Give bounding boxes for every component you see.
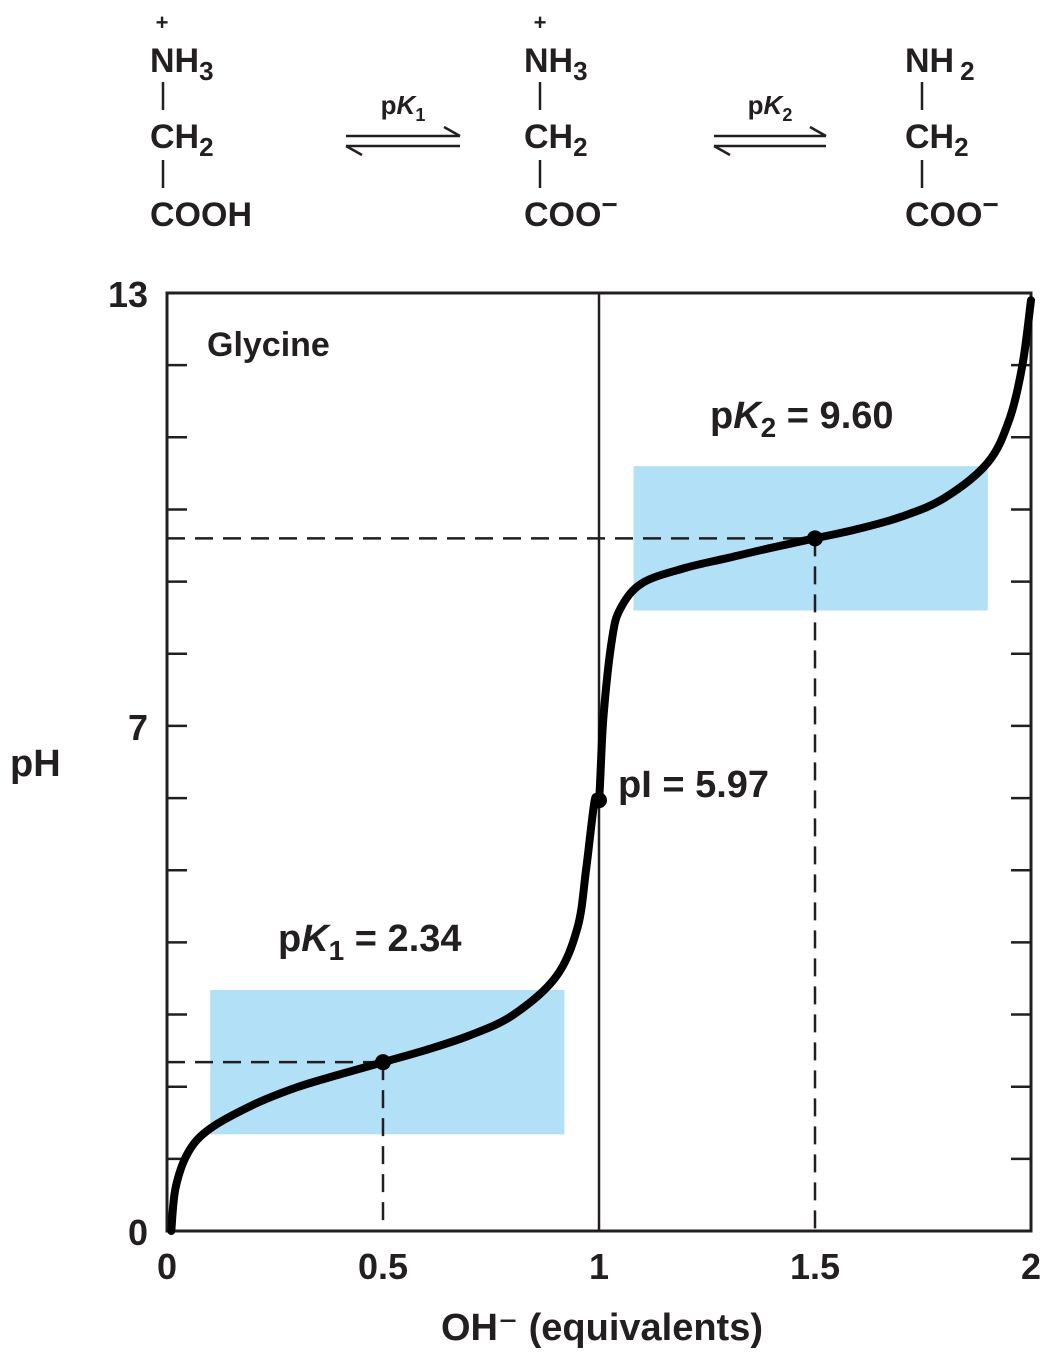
species-2: + NH3 CH2 COO− — [524, 10, 618, 234]
reverse-arrowhead-1 — [345, 144, 363, 157]
species-1-carboxyl: COOH — [150, 196, 252, 234]
x-tick-label: 2 — [1021, 1246, 1041, 1287]
species-2-methylene: CH2 — [524, 118, 588, 162]
pk2-annotation: pK2 = 9.60 — [710, 395, 894, 443]
equilibrium-arrow-2: pK2 — [713, 90, 827, 157]
y-tick-label: 13 — [108, 274, 148, 315]
reverse-arrowhead-2 — [713, 144, 731, 157]
species-3: NH 2 CH2 COO− — [905, 42, 999, 234]
key-points — [375, 530, 823, 1071]
species-2-carboxylate: COO− — [524, 189, 618, 234]
key-point-2 — [591, 792, 607, 809]
y-tick-labels: 0 7 13 — [108, 274, 148, 1253]
species-1-amine: NH3 — [150, 42, 214, 86]
key-point-1 — [375, 1054, 391, 1071]
species-1-charge: + — [156, 10, 169, 35]
x-tick-label: 0 — [157, 1246, 177, 1287]
species-1: + NH3 CH2 COOH — [150, 10, 252, 234]
chart-title: Glycine — [207, 326, 330, 364]
y-axis-label: pH — [10, 743, 61, 785]
y-tick-label: 7 — [128, 707, 148, 748]
x-tick-label: 1 — [589, 1246, 609, 1287]
species-3-methylene: CH2 — [905, 118, 969, 162]
x-axis-label: OH⁻ (equivalents) — [441, 1307, 763, 1349]
equilibrium-arrow-1: pK1 — [345, 90, 461, 157]
titration-chart: Glycine pK2 = 9.60 pK1 = 2.34 pI = 5.97 … — [10, 274, 1041, 1349]
y-tick-label: 0 — [128, 1212, 148, 1253]
equilibrium-scheme: + NH3 CH2 COOH pK1 + NH3 CH2 COO− pK2 — [150, 10, 999, 234]
buffer-regions — [210, 466, 988, 1135]
species-1-methylene: CH2 — [150, 118, 214, 162]
species-2-charge: + — [534, 10, 547, 35]
species-3-amine: NH 2 — [905, 42, 975, 86]
x-tick-label: 0.5 — [358, 1246, 408, 1287]
forward-arrowhead-1 — [443, 125, 461, 138]
pk2-arrow-label: pK2 — [748, 90, 793, 125]
key-point-3 — [807, 530, 823, 547]
pi-annotation: pI = 5.97 — [618, 764, 769, 806]
guide-lines — [167, 537, 817, 1231]
pk1-arrow-label: pK1 — [381, 90, 426, 125]
x-tick-label: 1.5 — [790, 1246, 840, 1287]
pk1-annotation: pK1 = 2.34 — [278, 918, 462, 966]
forward-arrowhead-2 — [809, 125, 827, 138]
species-2-amine: NH3 — [524, 42, 588, 86]
species-3-carboxylate: COO− — [905, 189, 999, 234]
y-ticks — [167, 363, 1031, 1161]
x-tick-labels: 0 0.5 1 1.5 2 — [157, 1246, 1041, 1287]
